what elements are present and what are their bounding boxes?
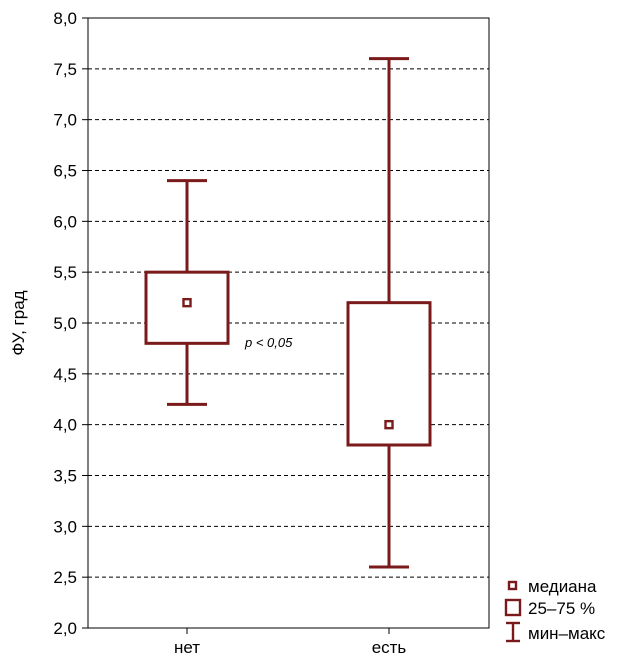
y-tick-label: 6,5 <box>53 162 77 181</box>
y-tick-label: 3,5 <box>53 467 77 486</box>
median-marker <box>182 297 192 308</box>
box-iqr <box>144 270 230 345</box>
y-tick-label: 2,5 <box>53 568 77 587</box>
y-tick-label: 7,5 <box>53 60 77 79</box>
y-tick-label: 7,0 <box>53 111 77 130</box>
y-tick-label: 3,0 <box>53 517 77 536</box>
x-category-label: есть <box>372 638 407 657</box>
box-series <box>144 57 432 569</box>
y-tick-label: 4,5 <box>53 365 77 384</box>
y-tick-label: 5,0 <box>53 314 77 333</box>
y-tick-label: 4,0 <box>53 416 77 435</box>
y-tick-label: 5,5 <box>53 263 77 282</box>
plot-frame <box>87 17 490 629</box>
legend-box-icon <box>504 598 522 617</box>
y-tick-label: 2,0 <box>53 619 77 638</box>
legend-median-icon <box>507 580 518 591</box>
y-tick-label: 6,0 <box>53 212 77 231</box>
x-axis-categories: нет есть <box>174 628 406 657</box>
x-category-label: нет <box>174 638 200 657</box>
median-marker <box>384 419 394 430</box>
y-axis-label: ФУ, град <box>9 290 28 355</box>
legend-whisker-label: мин–макс <box>528 624 606 643</box>
legend-box-label: 25–75 % <box>528 599 595 618</box>
y-tick-label: 8,0 <box>53 9 77 28</box>
p-value-annotation: p < 0,05 <box>244 335 293 350</box>
y-axis-ticks: 2,0 2,5 3,0 3,5 4,0 4,5 5,0 5,5 6,0 6,5 7,0 7,5 8,0 <box>53 9 88 638</box>
legend: медиана 25–75 % мин–макс <box>504 577 606 643</box>
legend-median-label: медиана <box>528 577 597 596</box>
